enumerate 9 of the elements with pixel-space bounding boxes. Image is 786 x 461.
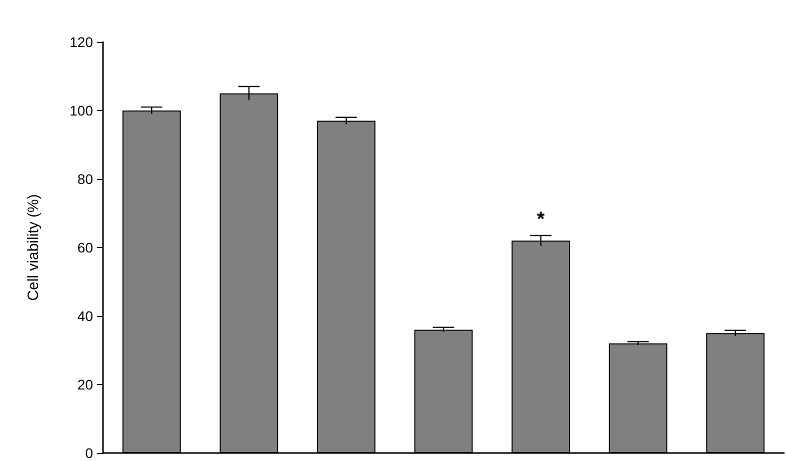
y-tick-label: 60 [77,240,94,256]
y-axis-title: Cell viability (%) [25,194,42,301]
y-tick-label: 20 [77,376,94,392]
y-tick-label: 100 [70,102,94,118]
y-tick-label: 0 [85,445,94,461]
y-tick-label: 120 [70,34,94,50]
y-tick-label: 40 [77,308,94,324]
y-tick-label: 80 [77,171,94,187]
annotation: * [536,208,545,231]
